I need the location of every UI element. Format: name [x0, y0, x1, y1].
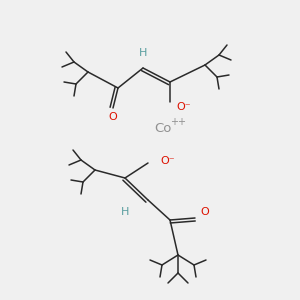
- Text: Co: Co: [154, 122, 172, 134]
- Text: O⁻: O⁻: [161, 156, 175, 166]
- Text: ++: ++: [170, 117, 186, 127]
- Text: O: O: [109, 112, 117, 122]
- Text: O: O: [201, 207, 209, 217]
- Text: O⁻: O⁻: [177, 102, 191, 112]
- Text: H: H: [121, 207, 129, 217]
- Text: H: H: [139, 48, 147, 58]
